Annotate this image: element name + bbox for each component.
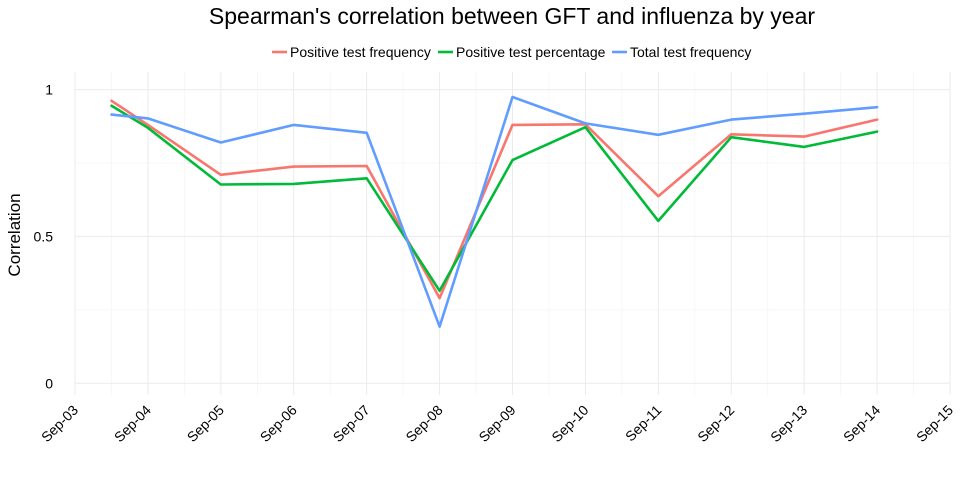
y-tick-label: 0.5 (34, 228, 54, 244)
x-tick-label: Sep-13 (767, 402, 810, 445)
x-axis-ticks: Sep-03 Sep-04 Sep-05 Sep-06 Sep-07 Sep-08 Sep-… (38, 402, 956, 445)
y-axis-title: Correlation (5, 193, 24, 276)
series-line (110, 99, 879, 300)
series-line (110, 104, 879, 293)
x-tick-label: Sep-14 (840, 402, 883, 445)
grid (74, 72, 951, 395)
x-tick-label: Sep-07 (330, 402, 373, 445)
x-tick-label: Sep-06 (257, 402, 300, 445)
series-lines (110, 95, 879, 328)
x-tick-label: Sep-08 (402, 402, 445, 445)
x-tick-label: Sep-12 (694, 402, 737, 445)
x-tick-label: Sep-10 (548, 402, 591, 445)
legend-label: Total test frequency (630, 44, 751, 60)
x-tick-label: Sep-11 (622, 402, 665, 445)
y-tick-label: 0 (45, 375, 53, 391)
y-tick-label: 1 (45, 82, 53, 98)
x-tick-label: Sep-15 (913, 402, 956, 445)
x-tick-label: Sep-04 (111, 402, 154, 445)
chart-title: Spearman's correlation between GFT and i… (209, 3, 815, 29)
y-axis-ticks: 00.51 (34, 82, 54, 392)
x-tick-label: Sep-03 (38, 402, 81, 445)
legend: Positive test frequency Positive test per… (272, 44, 751, 60)
series-line (110, 95, 879, 328)
legend-label: Positive test frequency (290, 44, 431, 60)
legend-label: Positive test percentage (456, 44, 606, 60)
x-tick-label: Sep-05 (184, 402, 227, 445)
x-tick-label: Sep-09 (475, 402, 518, 445)
